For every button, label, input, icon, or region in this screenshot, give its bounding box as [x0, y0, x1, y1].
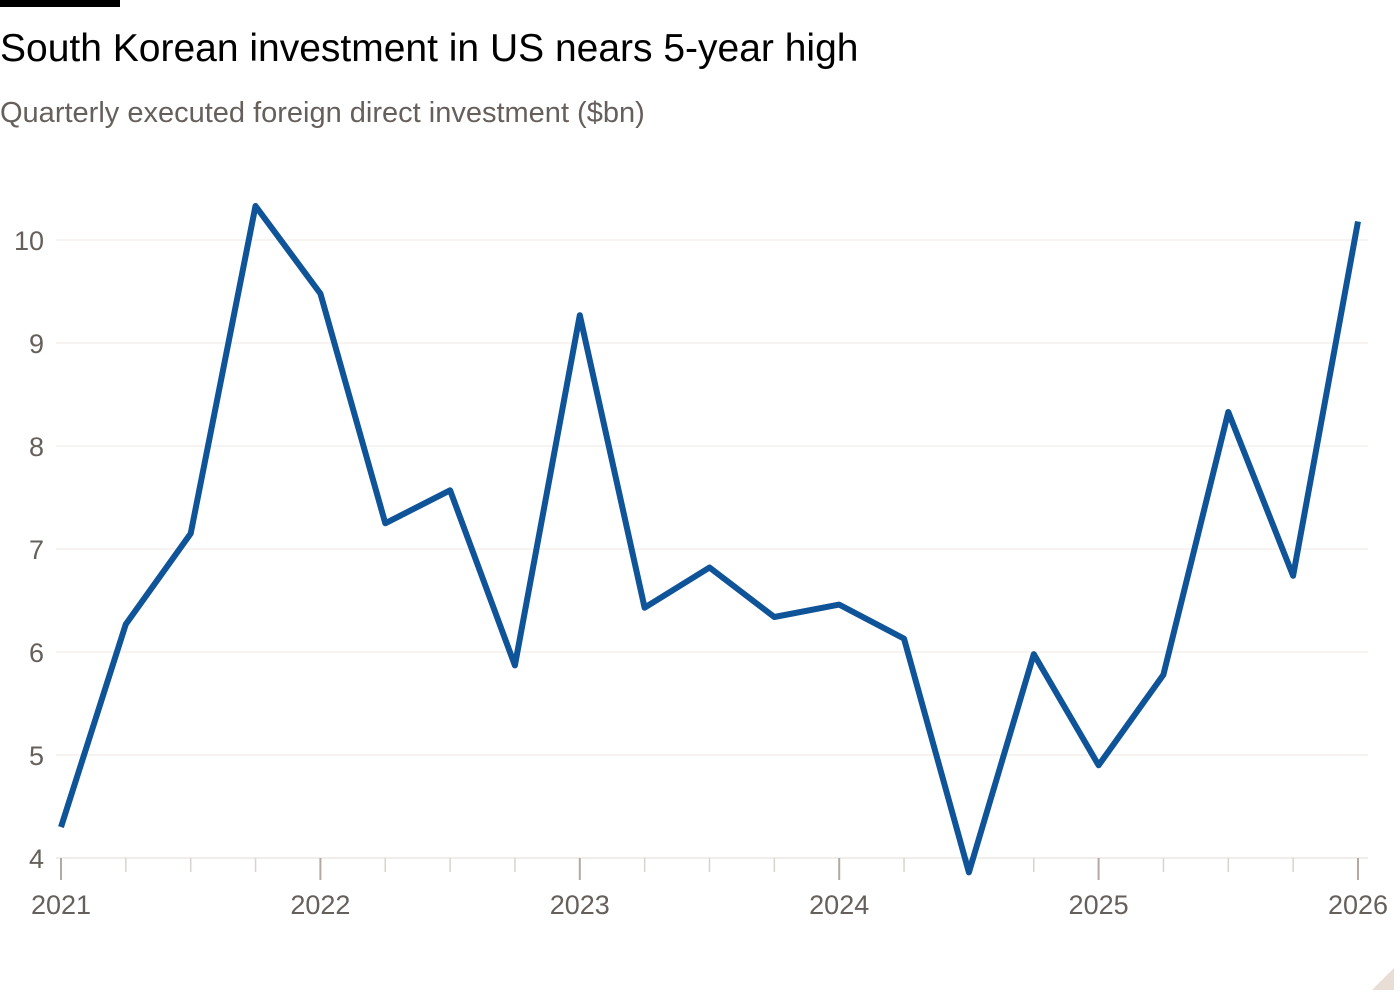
y-tick-label: 8	[29, 432, 44, 462]
y-axis-labels: 4 5 6 7 8 9 10	[14, 226, 44, 874]
data-point	[1355, 218, 1361, 224]
x-tick-label: 2021	[31, 890, 91, 920]
y-tick-label: 7	[29, 535, 44, 565]
data-point	[1096, 762, 1102, 768]
y-tick-label: 9	[29, 329, 44, 359]
data-point	[382, 520, 388, 526]
data-point	[1031, 651, 1037, 657]
x-axis: 2021 2022 2023 2024 2025 2026	[31, 857, 1388, 920]
y-tick-label: 10	[14, 226, 44, 256]
data-point	[123, 621, 129, 627]
data-point	[836, 602, 842, 608]
data-point	[1160, 672, 1166, 678]
x-tick-label: 2025	[1069, 890, 1129, 920]
gridlines	[56, 239, 1368, 756]
data-point	[577, 312, 583, 318]
data-point	[447, 487, 453, 493]
data-point	[642, 605, 648, 611]
x-tick-label: 2026	[1328, 890, 1388, 920]
series-group	[58, 203, 1361, 876]
series-line-0	[58, 203, 1361, 876]
y-tick-label: 5	[29, 741, 44, 771]
data-point	[707, 565, 713, 571]
chart-subtitle: Quarterly executed foreign direct invest…	[0, 97, 645, 129]
chart-title: South Korean investment in US nears 5-ye…	[0, 27, 859, 70]
y-tick-label: 4	[29, 844, 44, 874]
x-tick-label: 2022	[290, 890, 350, 920]
data-point	[317, 291, 323, 297]
data-point	[512, 662, 518, 668]
header-accent-bar	[0, 0, 120, 7]
data-point	[771, 614, 777, 620]
data-point	[253, 203, 259, 209]
x-tick-label: 2023	[550, 890, 610, 920]
data-point	[1225, 409, 1231, 415]
y-tick-label: 6	[29, 638, 44, 668]
data-point	[1290, 573, 1296, 579]
data-point	[901, 636, 907, 642]
x-tick-label: 2024	[809, 890, 869, 920]
data-point	[58, 824, 64, 830]
data-point	[966, 869, 972, 875]
corner-fold-decoration	[1372, 968, 1394, 990]
data-point	[188, 531, 194, 537]
